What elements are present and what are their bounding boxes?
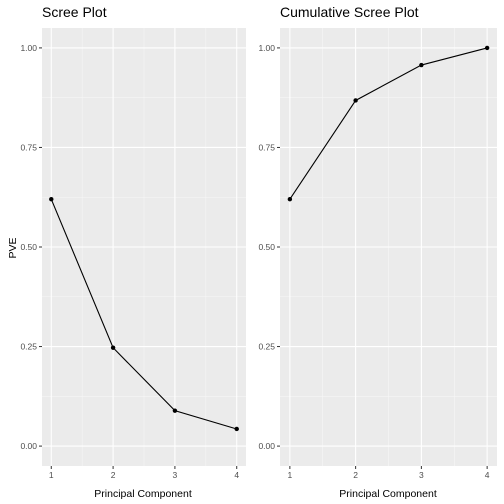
x-tick-label: 2 (111, 470, 116, 480)
x-axis-title: Principal Component (339, 488, 437, 500)
y-tick-label: 1.00 (20, 43, 37, 53)
data-point (287, 197, 293, 202)
data-point (484, 45, 490, 51)
cumulative-scree-plot-chart: 0.00 0.25 0.50 0.75 1.00 1 2 3 4 Cumulative Scre… (258, 4, 497, 500)
data-point (234, 426, 239, 432)
plot-area: 0.00 0.25 0.50 0.75 1.00 1 2 3 4 (20, 28, 246, 480)
y-tick-label: 0.25 (20, 342, 37, 352)
chart-title: Cumulative Scree Plot (280, 4, 419, 20)
x-tick-label: 1 (49, 470, 54, 480)
series-line (289, 47, 488, 200)
y-tick-label: 1.00 (258, 43, 275, 53)
x-tick-label: 4 (485, 470, 490, 480)
x-tick-label: 3 (173, 470, 178, 480)
x-tick-label: 1 (287, 470, 292, 480)
scree-plot-chart: 0.000.250.500.751.001 2 3 4 Scree Plot PVE … (7, 4, 246, 500)
y-tick-label: 0.50 (258, 242, 275, 252)
y-tick-label: 0.75 (258, 142, 275, 152)
data-point (110, 345, 116, 350)
data-point (172, 408, 178, 413)
series-line (50, 199, 237, 430)
x-tick-label: 4 (234, 470, 239, 480)
data-point (419, 62, 424, 68)
x-tick-label: 2 (353, 470, 358, 480)
data-point (353, 98, 358, 103)
x-axis-title: Principal Component (94, 488, 192, 500)
y-tick-label: 0.00 (20, 441, 37, 451)
chart-title: Scree Plot (42, 4, 107, 20)
plot-area: 0.00 0.25 0.50 0.75 1.00 1 2 3 4 (258, 28, 497, 480)
data-point (49, 197, 54, 202)
x-tick-label: 3 (419, 470, 424, 480)
y-tick-label: 0.75 (20, 142, 37, 152)
y-tick-label: 0.00 (258, 441, 275, 451)
y-axis-title: PVE (7, 237, 19, 258)
y-tick-label: 0.25 (258, 342, 275, 352)
y-tick-label: 0.50 (20, 242, 37, 252)
